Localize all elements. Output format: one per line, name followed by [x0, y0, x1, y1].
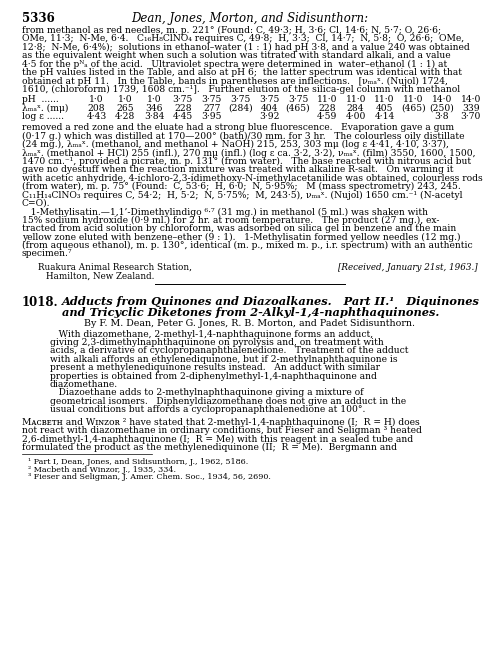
Text: tracted from acid solution by chloroform, was adsorbed on silica gel in benzene : tracted from acid solution by chloroform…	[22, 224, 456, 233]
Text: 4·43: 4·43	[86, 112, 106, 121]
Text: 208: 208	[88, 103, 105, 113]
Text: giving 2,3-dimethylnaphthaquinone on pyrolysis and, on treatment with: giving 2,3-dimethylnaphthaquinone on pyr…	[50, 338, 384, 347]
Text: ³ Fieser and Seligman, J. Amer. Chem. Soc., 1934, 56, 2690.: ³ Fieser and Seligman, J. Amer. Chem. So…	[28, 473, 271, 481]
Text: Hamilton, New Zealand.: Hamilton, New Zealand.	[46, 271, 154, 280]
Text: 346: 346	[145, 103, 163, 113]
Text: Mᴀᴄʙᴇᴛʜ and Wɪɴzᴏʀ ² have stated that 2-methyl-1,4-naphthaquinone (I;  R = H) do: Mᴀᴄʙᴇᴛʜ and Wɪɴzᴏʀ ² have stated that 2-…	[22, 418, 420, 426]
Text: 4·00: 4·00	[346, 112, 366, 121]
Text: (284): (284)	[228, 103, 252, 113]
Text: OMe, 11·3;  N-Me, 6·4.   C₁₆H₈ClNO₄ requires C, 49·8;  H, 3·3;  Cl, 14·7;  N, 5·: OMe, 11·3; N-Me, 6·4. C₁₆H₈ClNO₄ require…	[22, 35, 464, 43]
Text: 4·59: 4·59	[316, 112, 337, 121]
Text: present a methylenediquinone results instead.   An adduct with similar: present a methylenediquinone results ins…	[50, 364, 380, 372]
Text: 11·0: 11·0	[403, 95, 423, 104]
Text: acids, a derivative of cyclopropanaphthalenedione.   Treatment of the adduct: acids, a derivative of cyclopropanaphtha…	[50, 346, 408, 356]
Text: usual conditions but affords a cyclopropanaphthalenedione at 100°.: usual conditions but affords a cycloprop…	[50, 405, 366, 414]
Text: λₘₐˣ. (methanol + HCl) 255 (infl.), 270 mμ (infl.) (log ε ca. 3·2, 3·2), νₘₐˣ. (: λₘₐˣ. (methanol + HCl) 255 (infl.), 270 …	[22, 149, 475, 158]
Text: not react with diazomethane in ordinary conditions, but Fieser and Seligman ³ he: not react with diazomethane in ordinary …	[22, 426, 422, 435]
Text: (0·17 g.) which was distilled at 170—200° (bath)/30 mm. for 3 hr.   The colourle: (0·17 g.) which was distilled at 170—200…	[22, 132, 464, 141]
Text: 228: 228	[174, 103, 192, 113]
Text: 1·0: 1·0	[89, 95, 104, 104]
Text: Adducts from Quinones and Diazoalkanes.   Part II.¹   Diquinones: Adducts from Quinones and Diazoalkanes. …	[62, 295, 480, 307]
Text: 228: 228	[318, 103, 336, 113]
Text: 277: 277	[203, 103, 220, 113]
Text: 404: 404	[260, 103, 278, 113]
Text: yellow zone eluted with benzene–ether (9 : 1).   1-Methylisatin formed yellow ne: yellow zone eluted with benzene–ether (9…	[22, 233, 460, 242]
Text: Ruakura Animal Research Station,: Ruakura Animal Research Station,	[38, 263, 192, 272]
Text: C₁₁H₁₄ClNO₃ requires C, 54·2;  H, 5·2;  N, 5·75%;  M, 243·5), νₘₐˣ. (Nujol) 1650: C₁₁H₁₄ClNO₃ requires C, 54·2; H, 5·2; N,…	[22, 191, 462, 200]
Text: from methanol as red needles, m. p. 221° (Found: C, 49·3; H, 3·6; Cl, 14·6; N, 5: from methanol as red needles, m. p. 221°…	[22, 26, 441, 35]
Text: (465): (465)	[401, 103, 425, 113]
Text: 3·75: 3·75	[172, 95, 193, 104]
Text: (465): (465)	[286, 103, 310, 113]
Text: obtained at pH 11.   In the Table, bands in parentheses are inflections.   [νₘₐˣ: obtained at pH 11. In the Table, bands i…	[22, 77, 448, 86]
Text: 4·5 for the pᴺₐ of the acid.   Ultraviolet spectra were determined in  water–eth: 4·5 for the pᴺₐ of the acid. Ultraviolet…	[22, 60, 448, 69]
Text: 11·0: 11·0	[346, 95, 366, 104]
Text: 3·75: 3·75	[259, 95, 280, 104]
Text: 5336: 5336	[22, 12, 55, 25]
Text: and Tricyclic Diketones from 2-Alkyl-1,4-naphthaquinones.: and Tricyclic Diketones from 2-Alkyl-1,4…	[62, 307, 440, 318]
Text: 15% sodium hydroxide (0·9 ml.) for 2 hr. at room temperature.   The product (27 : 15% sodium hydroxide (0·9 ml.) for 2 hr.…	[22, 215, 440, 225]
Text: λₘₐˣ. (mμ): λₘₐˣ. (mμ)	[22, 103, 68, 113]
Text: 4·14: 4·14	[374, 112, 394, 121]
Text: as the equivalent weight when such a solution was titrated with standard alkali,: as the equivalent weight when such a sol…	[22, 51, 450, 60]
Text: 284: 284	[347, 103, 364, 113]
Text: 3·75: 3·75	[202, 95, 222, 104]
Text: 1610, (chloroform) 1739, 1608 cm.⁻¹].   Further elution of the silica-gel column: 1610, (chloroform) 1739, 1608 cm.⁻¹]. Fu…	[22, 84, 460, 94]
Text: gave no dyestuff when the reaction mixture was treated with alkaline R-salt.   O: gave no dyestuff when the reaction mixtu…	[22, 166, 454, 174]
Text: the pH values listed in the Table, and also at pH 6;  the latter spectrum was id: the pH values listed in the Table, and a…	[22, 68, 462, 77]
Text: Diazoethane adds to 2-methylnaphthaquinone giving a mixture of: Diazoethane adds to 2-methylnaphthaquino…	[50, 388, 364, 398]
Text: removed a red zone and the eluate had a strong blue fluorescence.   Evaporation : removed a red zone and the eluate had a …	[22, 123, 454, 132]
Text: 265: 265	[116, 103, 134, 113]
Text: 11·0: 11·0	[316, 95, 337, 104]
Text: 3·75: 3·75	[288, 95, 308, 104]
Text: 1470 cm.⁻¹, provided a picrate, m. p. 131° (from water).   The base reacted with: 1470 cm.⁻¹, provided a picrate, m. p. 13…	[22, 157, 471, 166]
Text: C=O).: C=O).	[22, 199, 50, 208]
Text: [Received, January 21st, 1963.]: [Received, January 21st, 1963.]	[338, 263, 478, 272]
Text: 12·8;  N-Me, 6·4%);  solutions in ethanol–water (1 : 1) had pH 3·8, and a value : 12·8; N-Me, 6·4%); solutions in ethanol–…	[22, 43, 470, 52]
Text: By F. M. Dean, Peter G. Jones, R. B. Morton, and Padet Sidisunthorn.: By F. M. Dean, Peter G. Jones, R. B. Mor…	[84, 318, 415, 328]
Text: 14·0: 14·0	[460, 95, 481, 104]
Text: with acetic anhydride, 4-íchloro-2,3-ídimethoxy-N-ímethylacetanilide was obtaine: with acetic anhydride, 4-íchloro-2,3-ídi…	[22, 174, 483, 183]
Text: properties is obtained from 2-diphenylmethyl-1,4-naphthaquinone and: properties is obtained from 2-diphenylme…	[50, 371, 377, 381]
Text: (24 mg.), λₘₐˣ. (methanol, and methanol + NaOH) 215, 253, 303 mμ (log ε 4·41, 4·: (24 mg.), λₘₐˣ. (methanol, and methanol …	[22, 140, 449, 149]
Text: 4·28: 4·28	[115, 112, 136, 121]
Text: 3·75: 3·75	[230, 95, 250, 104]
Text: ² Macbeth and Winzor, J., 1935, 334.: ² Macbeth and Winzor, J., 1935, 334.	[28, 466, 176, 474]
Text: 405: 405	[376, 103, 393, 113]
Text: 2,6-dimethyl-1,4-naphthaquinone (I;  R = Me) with this reagent in a sealed tube : 2,6-dimethyl-1,4-naphthaquinone (I; R = …	[22, 434, 413, 443]
Text: Dean, Jones, Morton, and Sidisunthorn:: Dean, Jones, Morton, and Sidisunthorn:	[132, 12, 368, 25]
Text: 1·0: 1·0	[146, 95, 162, 104]
Text: (250): (250)	[430, 103, 454, 113]
Text: pH  ......: pH ......	[22, 95, 59, 104]
Text: 3·95: 3·95	[202, 112, 222, 121]
Text: 3·8: 3·8	[434, 112, 450, 121]
Text: log ε ......: log ε ......	[22, 112, 64, 121]
Text: 3·92: 3·92	[259, 112, 280, 121]
Text: 14·0: 14·0	[432, 95, 452, 104]
Text: With diazomethane, 2-methyl-1,4-naphthaquinone forms an adduct,: With diazomethane, 2-methyl-1,4-naphthaq…	[50, 329, 373, 339]
Text: 11·0: 11·0	[374, 95, 394, 104]
Text: specimen.⁷: specimen.⁷	[22, 250, 72, 259]
Text: with alkali affords an ethylenediquinone, but if 2-methylnaphthaquinone is: with alkali affords an ethylenediquinone…	[50, 355, 398, 364]
Text: 1-Methylisatin.—1,1’-Dimethylindigo ⁶·⁷ (31 mg.) in methanol (5 ml.) was shaken : 1-Methylisatin.—1,1’-Dimethylindigo ⁶·⁷ …	[22, 208, 428, 217]
Text: (from water), m. p. 75° (Found:  C, 53·6;  H, 6·0;  N, 5·95%;   M (mass spectrom: (from water), m. p. 75° (Found: C, 53·6;…	[22, 182, 461, 191]
Text: 1018.: 1018.	[22, 295, 59, 309]
Text: 3·84: 3·84	[144, 112, 164, 121]
Text: ¹ Part I, Dean, Jones, and Sidisunthorn, J., 1962, 5186.: ¹ Part I, Dean, Jones, and Sidisunthorn,…	[28, 458, 248, 466]
Text: formulated the product as the methylenediquinone (II;  R = Me).  Bergmann and: formulated the product as the methylened…	[22, 443, 397, 452]
Text: 1·0: 1·0	[118, 95, 132, 104]
Text: diazomethane.: diazomethane.	[50, 380, 118, 389]
Text: 339: 339	[462, 103, 479, 113]
Text: 4·45: 4·45	[172, 112, 193, 121]
Text: (from aqueous ethanol), m. p. 130°, identical (m. p., mixed m. p., i.r. spectrum: (from aqueous ethanol), m. p. 130°, iden…	[22, 241, 472, 250]
Text: 3·70: 3·70	[460, 112, 481, 121]
Text: geometrical isomers.   Diphenyldiazomethane does not give an adduct in the: geometrical isomers. Diphenyldiazomethan…	[50, 397, 406, 406]
